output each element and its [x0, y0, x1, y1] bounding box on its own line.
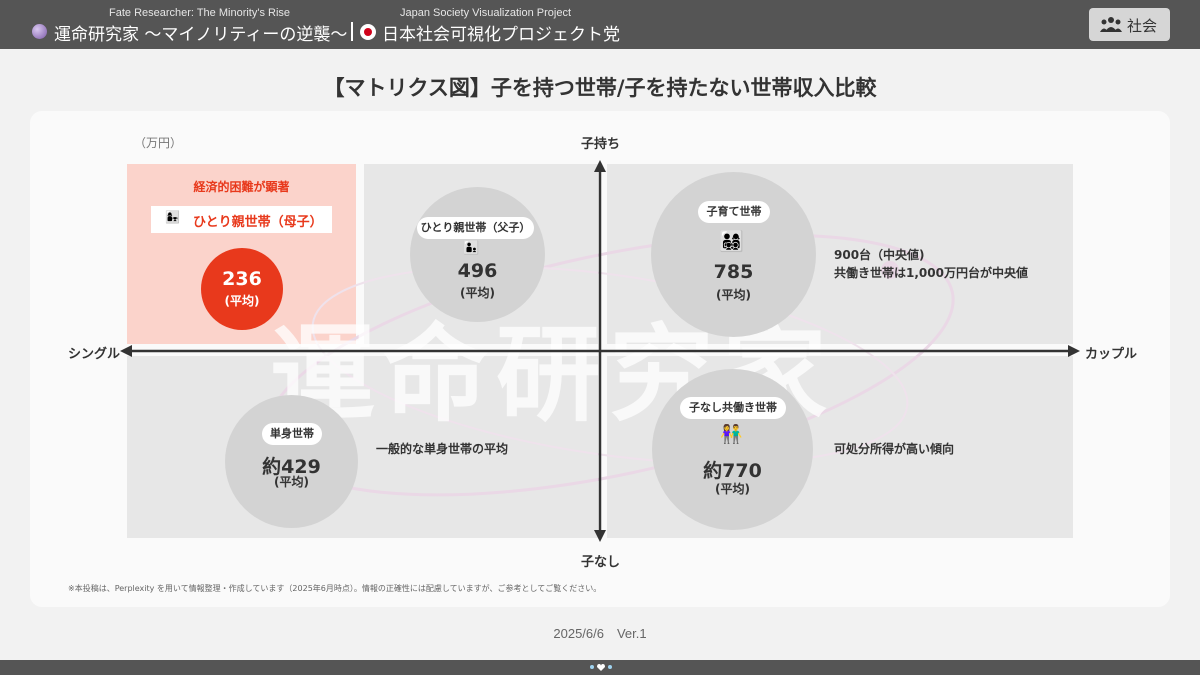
child-rearing-circle: [651, 172, 816, 337]
single-father-value: 496: [457, 260, 498, 282]
chart-title: 【マトリクス図】子を持つ世帯/子を持たない世帯収入比較: [323, 76, 877, 100]
header-left-subtitle: Fate Researcher: The Minority's Rise: [109, 7, 291, 19]
dink-value: 約770: [703, 460, 762, 482]
single-mother-label-box: 👩‍👧 ひとり親世帯（母子）: [151, 206, 332, 233]
quadrant-single-household-bg: [127, 356, 598, 538]
x-axis-arrow-right: [1068, 345, 1080, 357]
family-icon: 👨‍👩‍👧‍👦: [719, 229, 744, 253]
single-household-label: 単身世帯: [262, 423, 322, 445]
category-button-label: 社会: [1127, 17, 1158, 35]
child-rearing-label: 子育て世帯: [698, 201, 770, 223]
single-father-avg-label: (平均): [460, 286, 495, 300]
axis-label-right: カップル: [1085, 347, 1138, 362]
dink-label: 子なし共働き世帯: [680, 397, 786, 419]
father-child-icon: 👨‍👦: [463, 241, 480, 256]
y-axis-arrow-top: [594, 160, 606, 172]
child-rearing-avg-label: (平均): [716, 288, 751, 302]
category-button[interactable]: 社会: [1089, 8, 1170, 41]
axis-label-bottom: 子なし: [581, 555, 621, 570]
date-version: 2025/6/6 Ver.1: [553, 626, 647, 641]
header-bar: Fate Researcher: The Minority's Rise 運命研…: [0, 0, 1200, 49]
dink-note: 可処分所得が高い傾向: [834, 442, 955, 456]
single-mother-value: 236: [222, 268, 262, 290]
disclaimer-text: ※本投稿は、Perplexity を用いて情報整理・作成しています（2025年6…: [68, 584, 602, 593]
single-mother-circle: [201, 248, 283, 330]
header-left-title: 運命研究家 〜マイノリティーの逆襲〜: [54, 25, 348, 45]
single-mother-avg-label: (平均): [224, 294, 260, 308]
people-group-icon: [1100, 17, 1122, 32]
warning-label: 経済的困難が顕著: [193, 180, 290, 194]
single-household-circle: [225, 395, 358, 528]
single-mother-label: ひとり親世帯（母子）: [193, 215, 323, 230]
mother-child-icon: 👩‍👧: [165, 210, 180, 224]
single-household-value: 約429: [262, 456, 321, 478]
child-rearing-note-2: 共働き世帯は1,000万円台が中央値: [834, 266, 1028, 280]
single-household-avg-label: (平均): [274, 475, 309, 489]
child-rearing-note-1: 900台（中央値): [834, 248, 925, 262]
heart-ornament-icon: [590, 664, 612, 671]
header-right-title: 日本社会可視化プロジェクト党: [382, 25, 620, 45]
unit-label: （万円）: [134, 136, 183, 150]
x-axis-arrow-left: [120, 345, 132, 357]
japan-flag-icon: [360, 24, 376, 40]
header-right-subtitle: Japan Society Visualization Project: [400, 7, 572, 19]
single-father-label: ひとり親世帯（父子）: [417, 217, 534, 239]
couple-icon: 👫: [720, 424, 743, 445]
header-divider: [351, 22, 353, 41]
single-father-circle: [410, 187, 545, 322]
axis-label-left: シングル: [68, 347, 121, 362]
dink-avg-label: (平均): [715, 482, 750, 496]
single-household-note: 一般的な単身世帯の平均: [376, 442, 509, 456]
crystal-ball-icon: [32, 24, 47, 39]
axis-label-top: 子持ち: [581, 137, 621, 152]
dink-circle: [652, 369, 813, 530]
child-rearing-value: 785: [713, 261, 754, 283]
y-axis-arrow-bottom: [594, 530, 606, 542]
